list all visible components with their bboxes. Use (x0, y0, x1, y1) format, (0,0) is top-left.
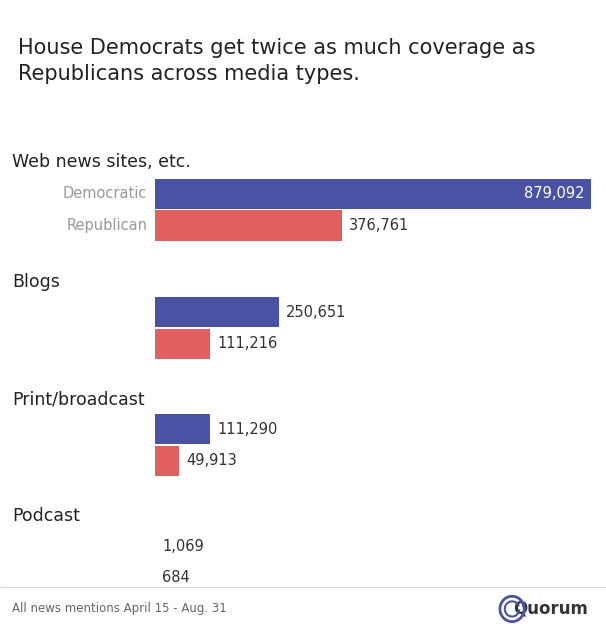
FancyBboxPatch shape (155, 297, 279, 327)
Text: Podcast: Podcast (12, 508, 80, 525)
FancyBboxPatch shape (155, 210, 342, 241)
Text: 879,092: 879,092 (524, 186, 585, 201)
Text: Democratic: Democratic (63, 186, 147, 201)
Text: Blogs: Blogs (12, 273, 60, 291)
Text: House Democrats get twice as much coverage as
Republicans across media types.: House Democrats get twice as much covera… (18, 38, 536, 84)
Text: 250,651: 250,651 (286, 304, 347, 320)
FancyBboxPatch shape (155, 329, 210, 359)
FancyBboxPatch shape (155, 446, 179, 476)
Text: All news mentions April 15 - Aug. 31: All news mentions April 15 - Aug. 31 (12, 603, 227, 615)
FancyBboxPatch shape (155, 179, 591, 209)
Text: 684: 684 (162, 570, 190, 586)
Text: Quorum: Quorum (513, 600, 588, 618)
Text: Republican: Republican (66, 218, 147, 233)
Text: 49,913: 49,913 (187, 453, 238, 468)
Text: 376,761: 376,761 (349, 218, 409, 233)
Text: 111,290: 111,290 (217, 422, 278, 437)
Text: 111,216: 111,216 (217, 336, 278, 351)
FancyBboxPatch shape (155, 414, 210, 444)
Text: Web news sites, etc.: Web news sites, etc. (12, 153, 191, 171)
Text: 1,069: 1,069 (162, 539, 204, 554)
Text: Print/broadcast: Print/broadcast (12, 391, 145, 408)
